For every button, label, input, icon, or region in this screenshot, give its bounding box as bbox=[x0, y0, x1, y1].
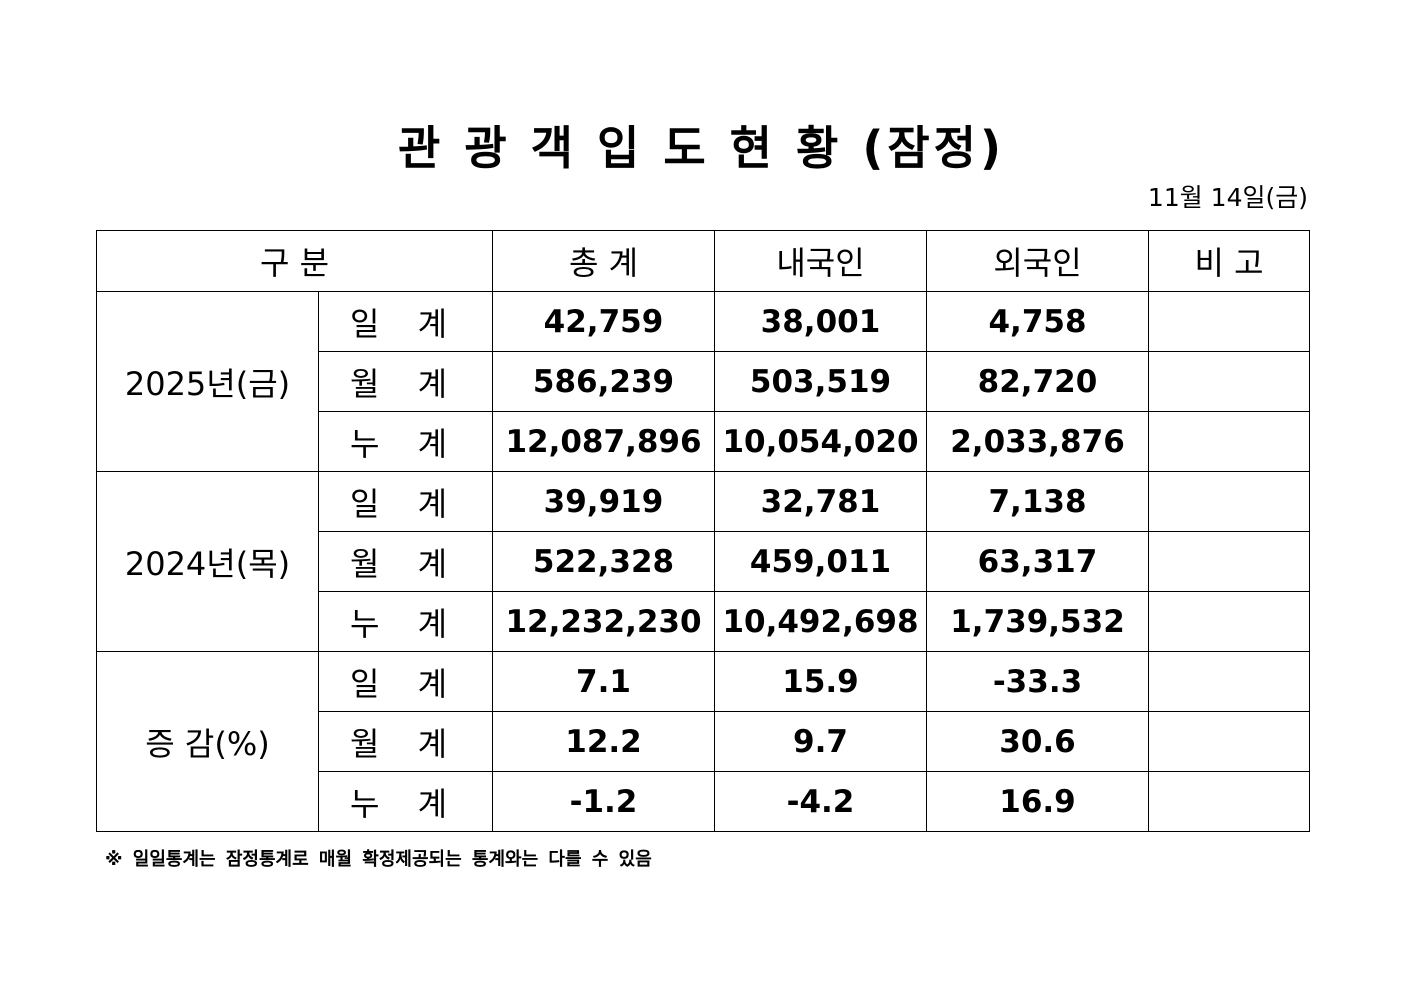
data-row: 월 계 12.2 9.7 30.6 bbox=[97, 711, 1310, 772]
date: 11월 14일(금) bbox=[1147, 183, 1308, 212]
value-cell: 4,758 bbox=[926, 291, 1149, 352]
note-cell bbox=[1148, 411, 1310, 472]
group-label: 증 감(%) bbox=[96, 651, 319, 832]
note-cell bbox=[1148, 531, 1310, 592]
column-header: 내국인 bbox=[714, 230, 927, 292]
note-cell bbox=[1148, 651, 1310, 712]
column-header: 구 분 bbox=[96, 230, 493, 292]
row-label: 일 계 bbox=[318, 291, 493, 352]
row-label: 월 계 bbox=[318, 531, 493, 592]
column-header: 비 고 bbox=[1148, 230, 1310, 292]
value-cell: -4.2 bbox=[714, 771, 927, 832]
column-header: 총 계 bbox=[492, 230, 715, 292]
value-cell: 63,317 bbox=[926, 531, 1149, 592]
column-header: 외국인 bbox=[926, 230, 1149, 292]
value-cell: 9.7 bbox=[714, 711, 927, 772]
value-cell: 12.2 bbox=[492, 711, 715, 772]
note-cell bbox=[1148, 471, 1310, 532]
data-row: 증 감(%) 일 계 7.1 15.9 -33.3 bbox=[96, 651, 1310, 832]
value-cell: 12,232,230 bbox=[492, 591, 715, 652]
value-cell: 30.6 bbox=[926, 711, 1149, 772]
value-cell: 2,033,876 bbox=[926, 411, 1149, 472]
row-label: 누 계 bbox=[318, 411, 493, 472]
value-cell: 10,492,698 bbox=[714, 591, 927, 652]
value-cell: 82,720 bbox=[926, 351, 1149, 412]
row-label: 월 계 bbox=[318, 711, 493, 772]
note-cell bbox=[1148, 351, 1310, 412]
row-label: 누 계 bbox=[318, 591, 493, 652]
value-cell: -33.3 bbox=[926, 651, 1149, 712]
value-cell: 586,239 bbox=[492, 351, 715, 412]
value-cell: 38,001 bbox=[714, 291, 927, 352]
value-cell: 39,919 bbox=[492, 471, 715, 532]
value-cell: 32,781 bbox=[714, 471, 927, 532]
value-cell: 10,054,020 bbox=[714, 411, 927, 472]
row-label: 월 계 bbox=[318, 351, 493, 412]
data-row: 2025년(금) 일 계 42,759 38,001 4,758 bbox=[96, 291, 1310, 472]
value-cell: 12,087,896 bbox=[492, 411, 715, 472]
value-cell: 7,138 bbox=[926, 471, 1149, 532]
data-row: 누 계 -1.2 -4.2 16.9 bbox=[97, 771, 1310, 832]
row-label: 누 계 bbox=[318, 771, 493, 832]
note-cell bbox=[1148, 591, 1310, 652]
data-row: 2024년(목) 일 계 39,919 32,781 7,138 bbox=[96, 471, 1310, 652]
value-cell: 15.9 bbox=[714, 651, 927, 712]
row-label: 일 계 bbox=[318, 651, 493, 712]
value-cell: -1.2 bbox=[492, 771, 715, 832]
footnote: ※ 일일통계는 잠정통계로 매월 확정제공되는 통계와는 다를 수 있음 bbox=[105, 849, 652, 870]
title: 관 광 객 입 도 현 황 (잠정) bbox=[397, 121, 1006, 175]
data-row: 누 계 12,087,896 10,054,020 2,033,876 bbox=[97, 411, 1310, 472]
value-cell: 16.9 bbox=[926, 771, 1149, 832]
note-cell bbox=[1148, 711, 1310, 772]
value-cell: 42,759 bbox=[492, 291, 715, 352]
group-label: 2025년(금) bbox=[96, 291, 319, 472]
value-cell: 459,011 bbox=[714, 531, 927, 592]
note-cell bbox=[1148, 291, 1310, 352]
value-cell: 522,328 bbox=[492, 531, 715, 592]
data-row: 누 계 12,232,230 10,492,698 1,739,532 bbox=[97, 591, 1310, 652]
value-cell: 1,739,532 bbox=[926, 591, 1149, 652]
note-cell bbox=[1148, 771, 1310, 832]
data-row: 월 계 522,328 459,011 63,317 bbox=[97, 531, 1310, 592]
row-label: 일 계 bbox=[318, 471, 493, 532]
value-cell: 503,519 bbox=[714, 351, 927, 412]
group-label: 2024년(목) bbox=[96, 471, 319, 652]
value-cell: 7.1 bbox=[492, 651, 715, 712]
